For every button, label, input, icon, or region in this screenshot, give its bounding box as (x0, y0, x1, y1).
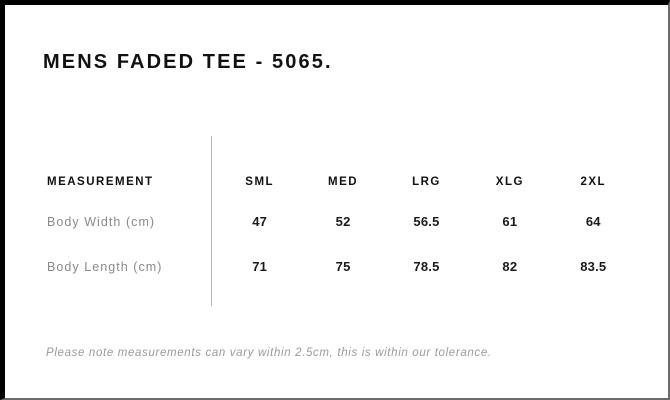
row-label-body-length: Body Length (cm) (47, 259, 163, 274)
cell-body-width-xlg: 61 (502, 214, 518, 229)
cell-body-width-2xl: 64 (585, 214, 601, 229)
cell-body-width-sml: 47 (252, 214, 268, 229)
row-label-body-width: Body Width (cm) (47, 214, 156, 229)
cell-body-length-xlg: 82 (502, 259, 518, 274)
cell-body-width-lrg: 56.5 (413, 214, 440, 229)
page-title: MENS FADED TEE - 5065. (43, 51, 333, 73)
column-header-measurement: MEASUREMENT (47, 176, 154, 188)
cell-body-length-lrg: 78.5 (413, 259, 440, 274)
column-header-xlg: XLG (495, 176, 524, 188)
table-row: Body Length (cm) 71 75 78.5 82 83.5 (43, 244, 635, 289)
cell-body-length-med: 75 (335, 259, 351, 274)
table-header-row: MEASUREMENT SML MED LRG XLG 2XL (43, 165, 635, 199)
column-divider (211, 136, 212, 306)
column-header-sml: SML (245, 176, 275, 188)
tolerance-footnote: Please note measurements can vary within… (46, 347, 492, 359)
column-header-med: MED (328, 176, 359, 188)
column-header-2xl: 2XL (580, 176, 607, 188)
table-row: Body Width (cm) 47 52 56.5 61 64 (43, 199, 635, 244)
cell-body-width-med: 52 (335, 214, 351, 229)
cell-body-length-sml: 71 (252, 259, 268, 274)
cell-body-length-2xl: 83.5 (580, 259, 607, 274)
size-chart-content: MENS FADED TEE - 5065. MEASUREMENT SML M… (5, 5, 668, 398)
size-table: MEASUREMENT SML MED LRG XLG 2XL Body Wid… (43, 165, 635, 289)
column-header-lrg: LRG (412, 176, 441, 188)
